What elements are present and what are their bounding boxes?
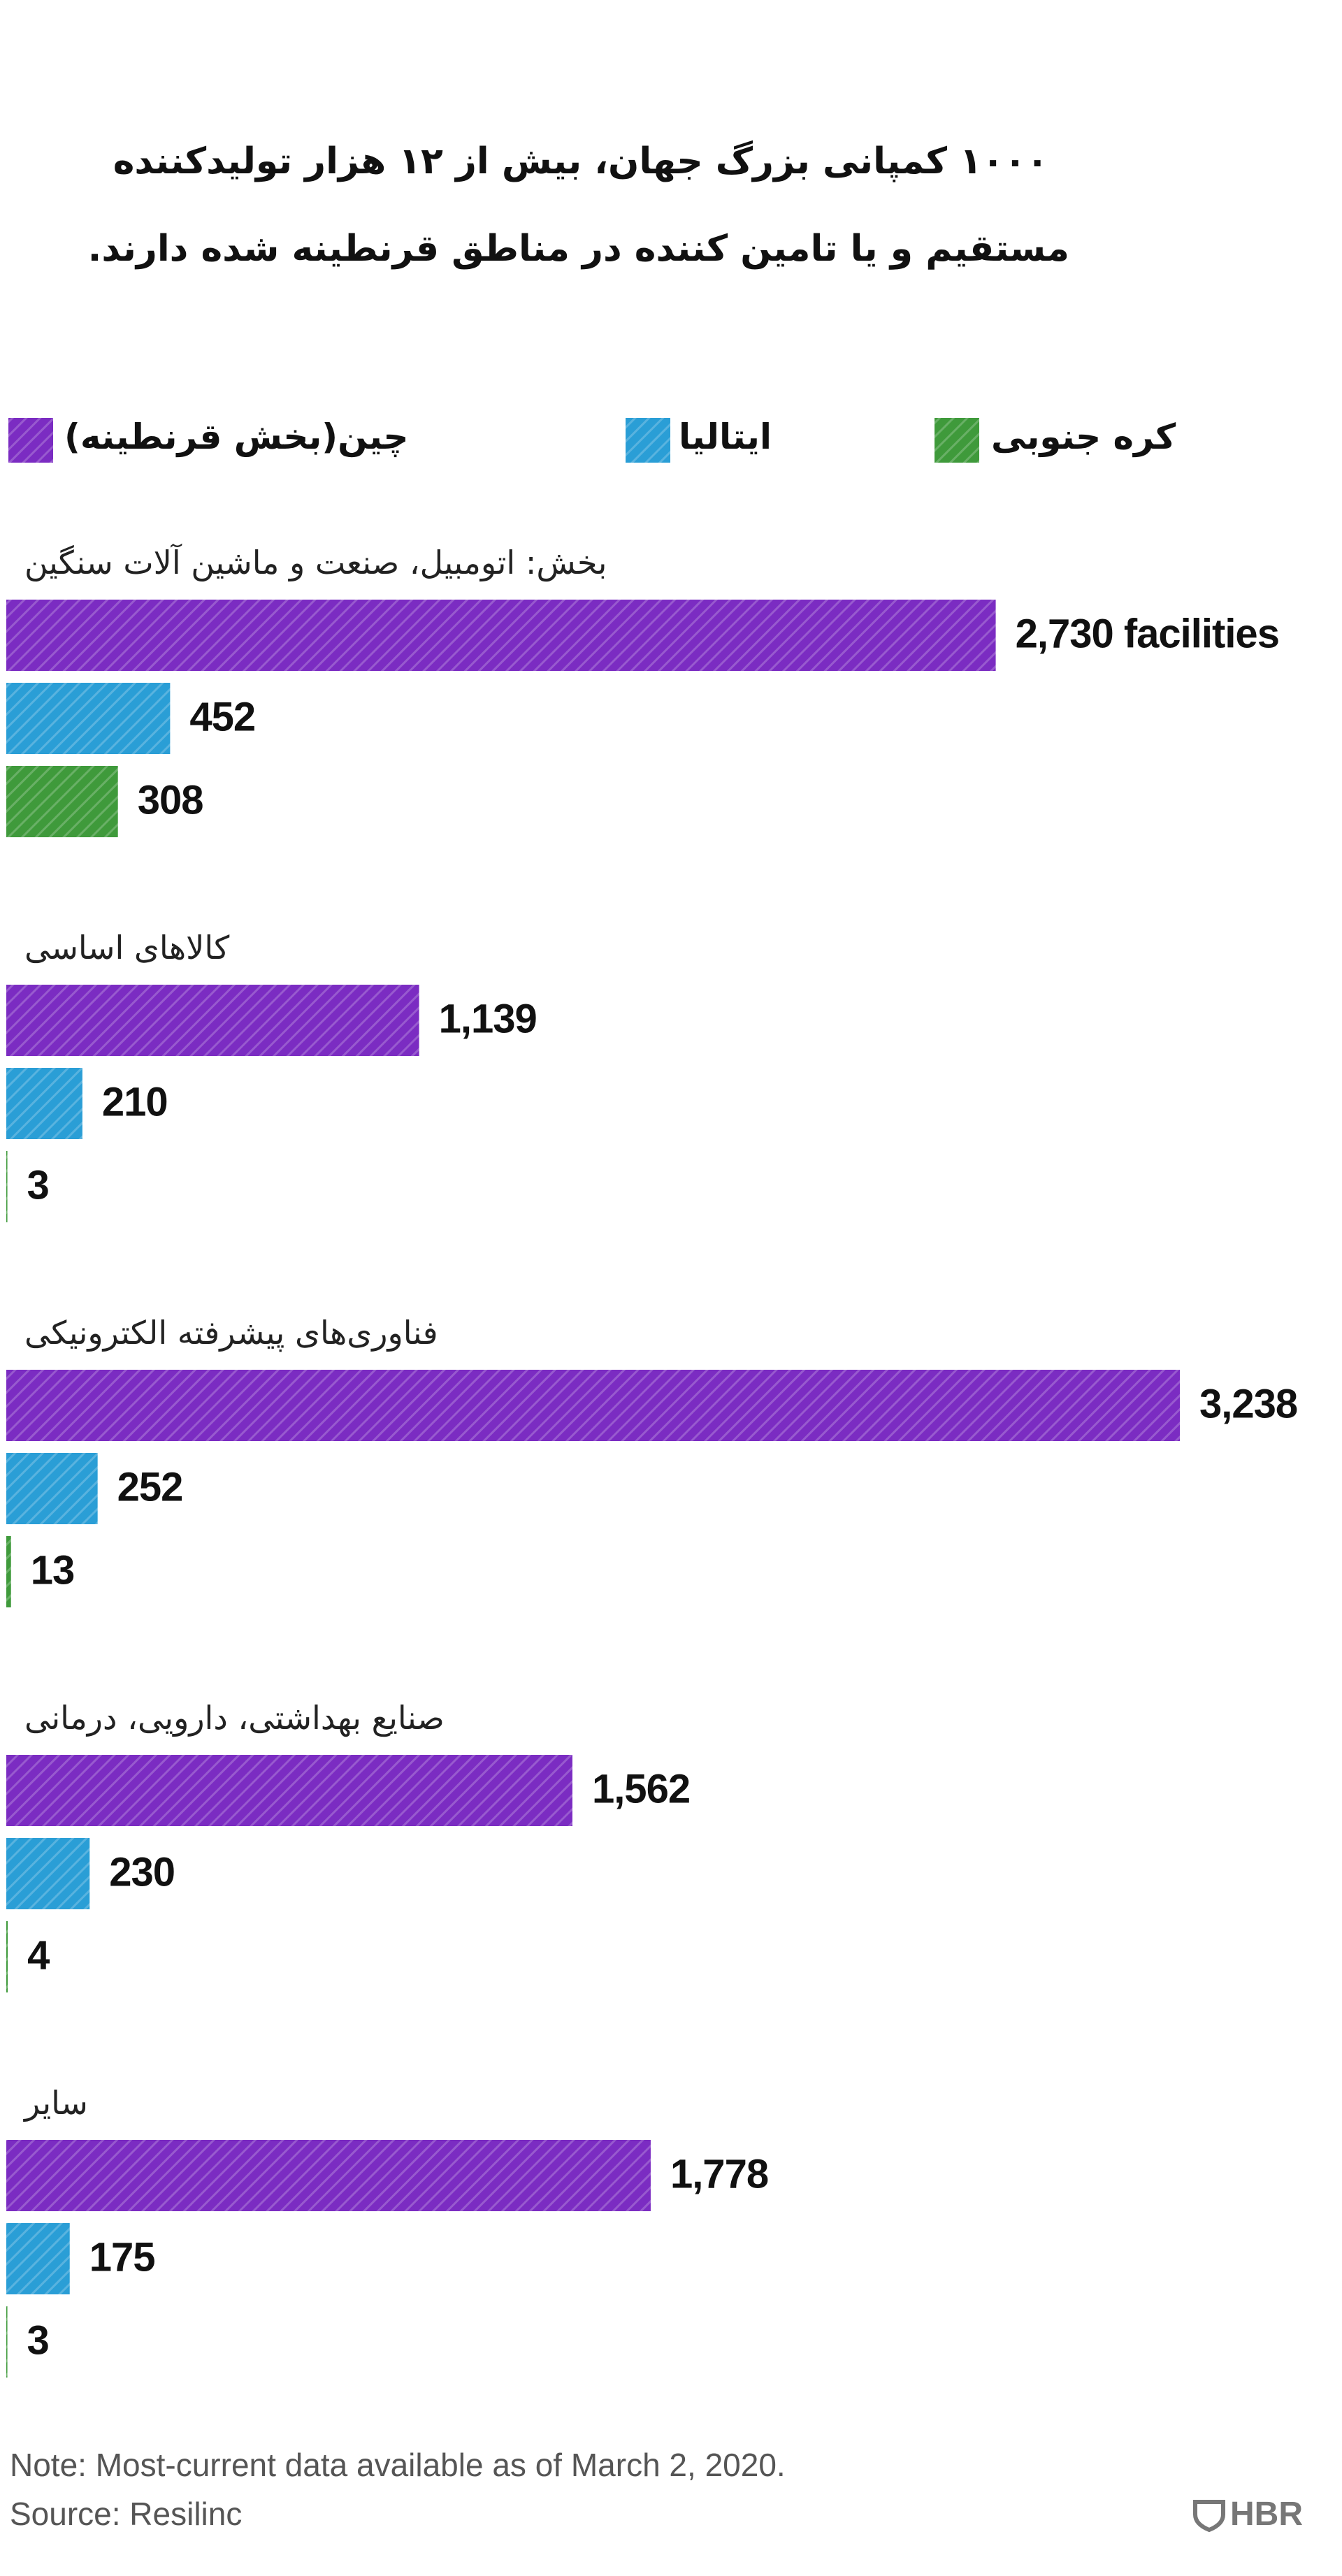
bar (6, 2306, 8, 2378)
legend-swatch (8, 418, 53, 463)
value-label: 175 (89, 2234, 155, 2280)
value-label: 3 (27, 1162, 49, 1208)
value-label: 308 (138, 777, 203, 823)
note: Note: Most-current data available as of … (10, 2447, 786, 2483)
value-label: 230 (109, 1849, 175, 1895)
bar (6, 2140, 651, 2211)
value-label: 3,238 (1199, 1381, 1297, 1426)
bar (6, 1370, 1180, 1441)
bar (6, 1453, 98, 1524)
group-label: بخش: اتومبیل، صنعت و ماشین آلات سنگین (24, 544, 607, 581)
value-label: 452 (189, 694, 255, 739)
value-label: 1,139 (439, 996, 537, 1041)
value-label: 1,562 (592, 1766, 690, 1811)
group-label: صنایع بهداشتی، دارویی، درمانی (24, 1699, 445, 1737)
bar (6, 1068, 82, 1139)
group-label: سایر (24, 2084, 88, 2122)
logo: HBR (1230, 2496, 1303, 2533)
bar (6, 600, 996, 671)
value-label: 1,778 (670, 2151, 768, 2197)
legend-label: کره جنوبی (991, 417, 1176, 457)
bar (6, 1151, 8, 1222)
bar (6, 985, 419, 1056)
legend-label: چین(بخش قرنطینه) (64, 417, 409, 457)
legend-swatch (935, 418, 979, 463)
bar (6, 766, 118, 837)
group-label: کالاهای اساسی (24, 929, 230, 967)
value-label: 3 (27, 2317, 49, 2363)
legend-swatch (626, 418, 670, 463)
value-label: 210 (102, 1079, 168, 1124)
bar (6, 1536, 11, 1607)
value-label: 2,730 facilities (1016, 611, 1279, 656)
bar (6, 683, 171, 754)
legend-label: ایتالیا (679, 417, 772, 457)
bar (6, 2223, 70, 2294)
chart-title: مستقیم و یا تامین کننده در مناطق قرنطینه… (87, 228, 1069, 270)
value-label: 13 (31, 1547, 75, 1593)
hbr-shield (1193, 2500, 1225, 2533)
logo-icon (1193, 2500, 1225, 2533)
bar (6, 1755, 572, 1826)
source: Source: Resilinc (10, 2496, 243, 2532)
value-label: 4 (27, 1932, 50, 1978)
chart-title: ۱۰۰۰ کمپانی بزرگ جهان، بیش از ۱۲ هزار تو… (113, 140, 1048, 182)
bar (6, 1838, 90, 1909)
bar (6, 1921, 8, 1992)
group-label: فناوری‌های پیشرفته الکترونیکی (24, 1314, 438, 1352)
value-label: 252 (117, 1464, 183, 1510)
